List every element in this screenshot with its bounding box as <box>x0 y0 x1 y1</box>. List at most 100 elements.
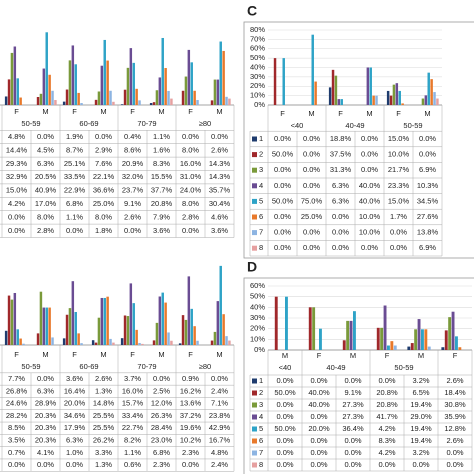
legend-label: 1 <box>259 376 263 385</box>
table-cell: 16.0% <box>122 386 144 395</box>
table-cell: 0.0% <box>361 165 378 174</box>
table-cell: 50.0% <box>272 150 294 159</box>
x-tick-label: M <box>158 350 164 359</box>
group-label: 50-59 <box>403 121 422 130</box>
table-cell: 24.6% <box>6 399 28 408</box>
table-cell: 0.0% <box>419 150 436 159</box>
table-cell: 3.6% <box>211 226 228 235</box>
bar <box>417 319 421 350</box>
table-cell: 1.7% <box>390 212 407 221</box>
x-tick-label: F <box>188 107 193 116</box>
table-cell: 20.8% <box>151 199 173 208</box>
bar <box>45 307 48 345</box>
table-cell: 0.0% <box>211 132 228 141</box>
bar <box>74 64 77 105</box>
table-cell: 7.1% <box>211 399 228 408</box>
table-cell: 9.1% <box>344 388 361 397</box>
table-cell: 4.1% <box>37 448 54 457</box>
bar <box>216 79 220 105</box>
table-cell: 8.0% <box>182 145 199 154</box>
table-cell: 0.0% <box>344 376 361 385</box>
bar <box>187 49 191 105</box>
bar <box>42 307 46 345</box>
table-cell: 23.7% <box>122 186 144 195</box>
bar <box>135 329 138 345</box>
table-cell: 0.0% <box>361 150 378 159</box>
y-tick-label: 20% <box>250 81 265 90</box>
bar <box>458 347 462 350</box>
bar <box>421 329 424 350</box>
table-cell: 42.9% <box>209 423 231 432</box>
legend-label: 3 <box>259 165 263 174</box>
table-cell: 35.7% <box>209 186 231 195</box>
bar <box>170 98 173 105</box>
table-cell: 1.1% <box>124 448 141 457</box>
table-cell: 26.8% <box>6 386 28 395</box>
table-cell: 10.0% <box>359 212 381 221</box>
table-cell: 20.0% <box>308 424 330 433</box>
bar <box>193 326 196 345</box>
bar <box>285 296 288 350</box>
table-cell: 0.0% <box>303 134 320 143</box>
bar <box>225 96 228 105</box>
bar <box>387 345 390 350</box>
table-cell: 25.0% <box>93 199 115 208</box>
x-tick-label: M <box>42 107 48 116</box>
bar <box>308 307 312 350</box>
bar <box>383 305 387 350</box>
table-cell: 0.7% <box>8 448 25 457</box>
table-cell: 0.0% <box>390 228 407 237</box>
bar <box>68 60 72 105</box>
legend-label: 1 <box>259 134 263 143</box>
bar <box>152 340 156 345</box>
y-tick-label: 80% <box>250 25 265 34</box>
bar <box>410 343 414 350</box>
bar <box>369 67 372 105</box>
table-cell: 8.5% <box>8 423 25 432</box>
bar <box>71 281 75 345</box>
bar <box>94 342 98 345</box>
bar <box>366 67 370 105</box>
bar <box>100 297 104 345</box>
table-cell: 20.9% <box>122 159 144 168</box>
bar <box>314 81 317 105</box>
bar <box>451 311 455 350</box>
bar <box>132 303 135 345</box>
bar <box>45 32 48 105</box>
bar <box>65 89 69 105</box>
bar <box>7 295 11 345</box>
table-cell: 28.9% <box>35 399 57 408</box>
table-cell: 50.0% <box>274 388 296 397</box>
table-cell: 0.0% <box>332 212 349 221</box>
table-cell: 1.1% <box>66 212 83 221</box>
legend-label: 4 <box>259 412 263 421</box>
bar <box>349 320 353 350</box>
table-cell: 50.0% <box>272 196 294 205</box>
x-tick-label: F <box>72 350 77 359</box>
bar <box>216 301 220 345</box>
table-cell: 41.7% <box>376 412 398 421</box>
table-cell: 0.0% <box>303 243 320 252</box>
table-cell: 29.3% <box>6 159 28 168</box>
bar <box>225 336 228 345</box>
table-cell: 8.0% <box>182 199 199 208</box>
legend-label: 2 <box>259 388 263 397</box>
y-tick-label: 40% <box>250 62 265 71</box>
table-cell: 9.1% <box>124 199 141 208</box>
group-label: 70-79 <box>137 362 156 371</box>
bar <box>19 97 22 105</box>
bar <box>135 88 138 105</box>
bar <box>129 283 133 345</box>
table-cell: 6.3% <box>37 386 54 395</box>
table-cell: 0.0% <box>390 243 407 252</box>
panel-frame <box>243 21 474 259</box>
table-cell: 30.8% <box>444 400 466 409</box>
bar <box>129 48 133 105</box>
legend-swatch <box>252 390 257 396</box>
table-cell: 0.0% <box>37 132 54 141</box>
bar <box>170 340 173 345</box>
bar <box>158 296 162 345</box>
bar <box>395 83 399 105</box>
bar <box>386 90 390 105</box>
